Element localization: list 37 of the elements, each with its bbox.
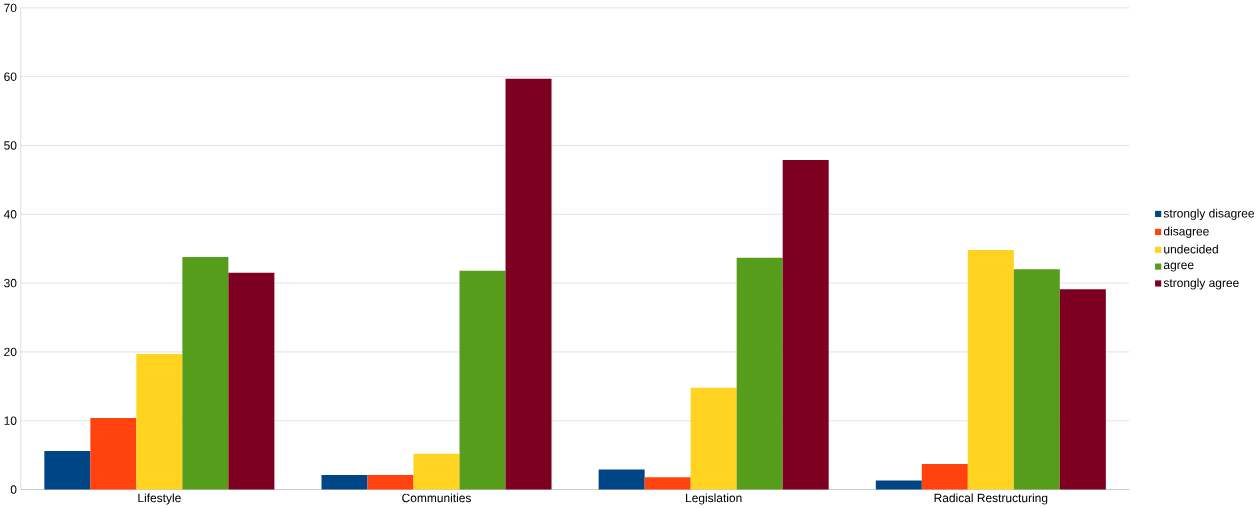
legend-label: disagree: [1163, 226, 1209, 238]
x-tick-label: Radical Restructuring: [934, 493, 1048, 505]
bar: [413, 453, 460, 490]
x-tick-label: Legislation: [686, 493, 742, 505]
y-tick-label: 30: [4, 278, 17, 288]
y-tick-label: 10: [4, 416, 17, 425]
bar: [967, 249, 1014, 490]
legend-label: strongly agree: [1163, 278, 1239, 290]
bar: [1059, 289, 1106, 490]
bar: [875, 480, 922, 490]
bar: [921, 463, 968, 490]
bar: [598, 469, 645, 490]
legend-label: agree: [1163, 262, 1194, 272]
bar: [321, 475, 368, 490]
bar: [44, 450, 91, 490]
y-tick-label: 70: [4, 3, 17, 13]
y-tick-label: 0: [10, 485, 17, 494]
bar: [182, 256, 229, 490]
bar: [367, 475, 414, 490]
y-tick-label: 60: [4, 72, 17, 81]
bar: [228, 272, 275, 490]
x-tick-label: Communities: [402, 493, 471, 503]
bar: [136, 353, 183, 490]
y-tick-label: 50: [4, 141, 17, 150]
x-tick-label: Lifestyle: [138, 493, 181, 505]
bar: [1013, 269, 1060, 490]
bar: [459, 270, 506, 490]
bar: [505, 78, 552, 490]
bar: [690, 387, 737, 490]
bar: [782, 159, 829, 490]
bar: [90, 417, 137, 490]
bar: [644, 477, 691, 490]
y-tick-label: 20: [4, 347, 17, 357]
legend-label: strongly disagree: [1163, 208, 1255, 220]
legend-label: undecided: [1164, 244, 1218, 254]
bar: [736, 257, 783, 490]
y-tick-label: 40: [3, 209, 17, 219]
